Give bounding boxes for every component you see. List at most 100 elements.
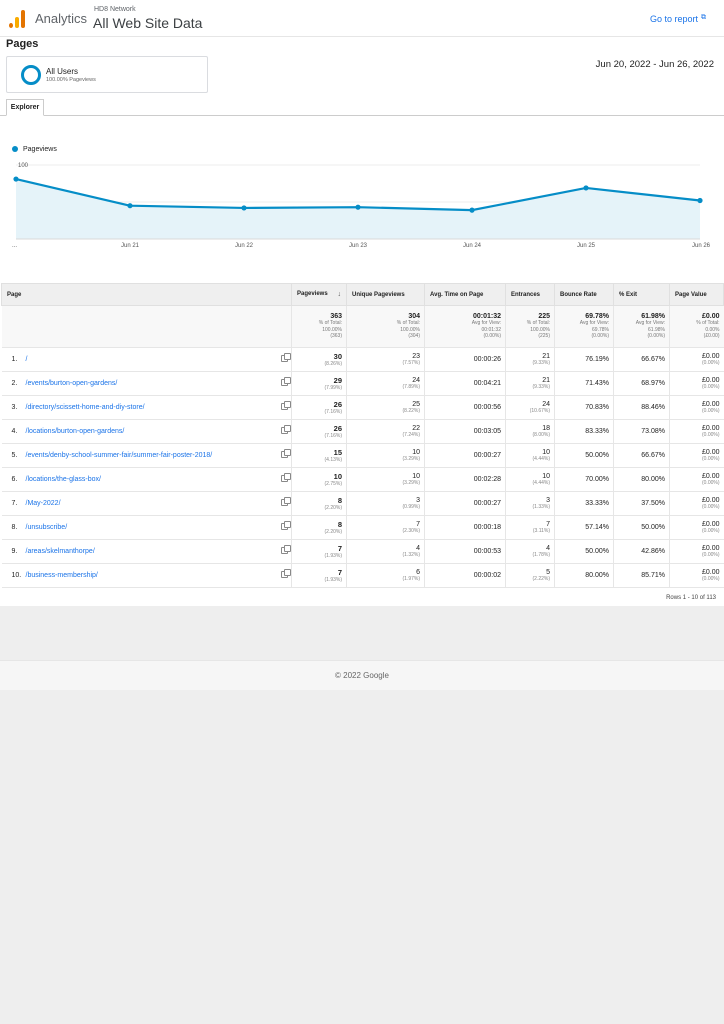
col-page[interactable]: Page	[1, 283, 292, 306]
bounce-rate-cell: 76.19%	[554, 347, 614, 372]
data-point[interactable]	[469, 207, 475, 213]
row-index: 4.	[11, 428, 18, 435]
open-page-icon[interactable]	[281, 497, 291, 506]
col-bounce-rate[interactable]: Bounce Rate	[554, 283, 614, 306]
entrances-cell: 5 (2.22%)	[505, 563, 555, 588]
page-cell: 6. /locations/the-glass-box/	[1, 467, 292, 492]
row-index: 8.	[11, 524, 18, 531]
data-point[interactable]	[355, 204, 361, 210]
open-page-icon[interactable]	[281, 425, 291, 434]
data-point[interactable]	[583, 185, 589, 191]
avg-time-cell: 00:00:26	[424, 347, 506, 372]
pageviews-cell: 26 (7.16%)	[291, 419, 347, 444]
open-page-icon[interactable]	[281, 377, 291, 386]
col-entrances[interactable]: Entrances	[505, 283, 555, 306]
open-page-icon[interactable]	[281, 569, 291, 578]
pageviews-cell: 8 (2.20%)	[291, 515, 347, 540]
segment-card[interactable]: All Users 100.00% Pageviews	[6, 56, 208, 93]
tab-explorer[interactable]: Explorer	[6, 99, 44, 116]
exit-cell: 50.00%	[613, 515, 670, 540]
page-link[interactable]: /locations/the-glass-box/	[25, 476, 101, 483]
bounce-rate-cell: 57.14%	[554, 515, 614, 540]
total-cell: 363% of Total: 100.00% (363)	[291, 305, 347, 348]
page-link[interactable]: /locations/burton-open-gardens/	[25, 428, 125, 435]
col-page-value[interactable]: Page Value	[669, 283, 724, 306]
page-link[interactable]: /business-membership/	[25, 572, 98, 579]
entrances-cell: 7 (3.11%)	[505, 515, 555, 540]
open-page-icon[interactable]	[281, 401, 291, 410]
col-pageviews[interactable]: Pageviews ↓	[291, 283, 347, 306]
segment-name: All Users	[46, 67, 79, 76]
chart-legend: Pageviews	[12, 146, 57, 153]
total-cell: 61.98% Avg for View: 61.98% (0.00%)	[613, 305, 670, 348]
table-row: 5. /events/denby-school-summer-fair/summe…	[1, 443, 724, 468]
col-exit[interactable]: % Exit	[613, 283, 670, 306]
bounce-rate-cell: 33.33%	[554, 491, 614, 516]
avg-time-cell: 00:00:56	[424, 395, 506, 420]
pageviews-cell: 30 (8.26%)	[291, 347, 347, 372]
data-point[interactable]	[241, 205, 247, 211]
page-cell: 4. /locations/burton-open-gardens/	[1, 419, 292, 444]
date-range[interactable]: Jun 20, 2022 - Jun 26, 2022	[595, 59, 714, 70]
page-link[interactable]: /areas/skelmanthorpe/	[25, 548, 95, 555]
pageviews-cell: 7 (1.93%)	[291, 563, 347, 588]
bounce-rate-cell: 50.00%	[554, 443, 614, 468]
page-link[interactable]: /	[25, 356, 28, 363]
open-page-icon[interactable]	[281, 449, 291, 458]
unique-pageviews-cell: 25 (8.22%)	[346, 395, 425, 420]
total-cell: 00:01:32 Avg for View: 00:01:32 (0.00%)	[424, 305, 506, 348]
page-cell: 9. /areas/skelmanthorpe/	[1, 539, 292, 564]
col-avg-time[interactable]: Avg. Time on Page	[424, 283, 506, 306]
pages-table: Page Pageviews ↓ Unique Pageviews Avg. Ti…	[1, 283, 724, 588]
header: Analytics HD8 Network All Web Site Data …	[0, 0, 724, 37]
data-point[interactable]	[697, 197, 703, 204]
data-point[interactable]	[13, 176, 19, 182]
open-page-icon[interactable]	[281, 545, 291, 554]
table-row: 8. /unsubscribe/8 (2.20%) 7 (2.30%) 00:00:18 7…	[1, 515, 724, 540]
page-link[interactable]: /unsubscribe/	[25, 524, 68, 531]
exit-cell: 66.67%	[613, 347, 670, 372]
table-row: 3. /directory/scissett-home-and-diy-store…	[1, 395, 724, 420]
pageviews-cell: 8 (2.20%)	[291, 491, 347, 516]
open-page-icon[interactable]	[281, 521, 291, 530]
x-tick-label: Jun 21	[121, 243, 140, 249]
col-unique-pageviews[interactable]: Unique Pageviews	[346, 283, 425, 306]
page-link[interactable]: /events/burton-open-gardens/	[25, 380, 118, 387]
pageviews-cell: 15 (4.13%)	[291, 443, 347, 468]
external-link-icon: ⧉	[701, 14, 706, 21]
avg-time-cell: 00:03:05	[424, 419, 506, 444]
go-to-report-link[interactable]: Go to report ⧉	[649, 14, 706, 24]
open-page-icon[interactable]	[281, 353, 291, 362]
page-value-cell: £0.00 (0.00%)	[669, 443, 724, 468]
row-index: 1.	[11, 356, 18, 363]
x-tick-label: Jun 25	[577, 243, 596, 249]
table-row: 10./business-membership/7 (1.93%) 6 (1.97%)…	[1, 563, 724, 588]
table-row: 9. /areas/skelmanthorpe/7 (1.93%) 4 (1.32%) 0…	[1, 539, 724, 564]
page-link[interactable]: /May-2022/	[25, 500, 61, 507]
x-tick-label: Jun 23	[349, 243, 368, 249]
page-cell: 2. /events/burton-open-gardens/	[1, 371, 292, 396]
entrances-cell: 24 (10.67%)	[505, 395, 555, 420]
data-point[interactable]	[127, 203, 133, 209]
row-index: 3.	[11, 404, 18, 411]
entrances-cell: 10 (4.44%)	[505, 467, 555, 492]
bounce-rate-cell: 70.00%	[554, 467, 614, 492]
view-name[interactable]: All Web Site Data	[93, 15, 203, 31]
total-cell: 225% of Total: 100.00% (225)	[505, 305, 555, 348]
open-page-icon[interactable]	[281, 473, 291, 482]
totals-row: 363% of Total: 100.00% (363) 304% of Total:…	[1, 305, 724, 348]
table-row: 6. /locations/the-glass-box/10 (2.75%) 10 (3…	[1, 467, 724, 492]
page-cell: 3. /directory/scissett-home-and-diy-store…	[1, 395, 292, 420]
entrances-cell: 3 (1.33%)	[505, 491, 555, 516]
page-value-cell: £0.00 (0.00%)	[669, 347, 724, 372]
page-link[interactable]: /events/denby-school-summer-fair/summer-…	[25, 452, 213, 459]
bounce-rate-cell: 83.33%	[554, 419, 614, 444]
entrances-cell: 21 (9.33%)	[505, 347, 555, 372]
pageviews-cell: 10 (2.75%)	[291, 467, 347, 492]
table-row: 1. / 30 (8.26%) 23 (7.57%) 00:00:26 21 (9.33%) 76…	[1, 347, 724, 372]
unique-pageviews-cell: 7 (2.30%)	[346, 515, 425, 540]
row-index: 7.	[11, 500, 18, 507]
page-link[interactable]: /directory/scissett-home-and-diy-store/	[25, 404, 145, 411]
legend-dot-icon	[12, 146, 18, 152]
pageviews-cell: 7 (1.93%)	[291, 539, 347, 564]
